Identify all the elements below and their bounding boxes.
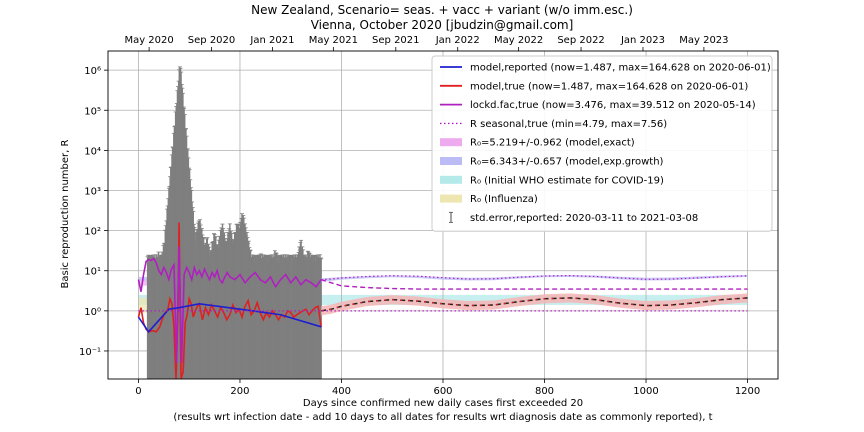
legend-label: R₀=6.343+/-0.657 (model,exp.growth) — [470, 157, 664, 168]
legend-swatch — [440, 157, 462, 165]
chart-title: New Zealand, Scenario= seas. + vacc + va… — [251, 3, 633, 17]
y-tick-label: 10⁻¹ — [79, 347, 101, 358]
top-tick-label: Jan 2023 — [620, 35, 665, 46]
top-tick-label: Jan 2021 — [249, 35, 294, 46]
legend-label: R₀ (Influenza) — [470, 194, 538, 205]
x-tick-label: 0 — [135, 386, 141, 397]
forecast-model-band — [321, 293, 748, 316]
series-model-true — [137, 222, 322, 379]
top-tick-label: Sep 2022 — [557, 35, 604, 46]
legend-swatch — [440, 138, 462, 147]
x-axis-label-line1: Days since confirmed new daily cases fir… — [303, 398, 583, 409]
legend-swatch — [440, 194, 462, 203]
y-tick-label: 10⁶ — [84, 66, 101, 77]
x-tick-label: 1000 — [633, 386, 658, 397]
y-tick-label: 10¹ — [84, 267, 101, 278]
y-tick-label: 10² — [84, 227, 101, 238]
forecast-r0-band — [321, 275, 748, 282]
legend-label: model,reported (now=1.487, max=164.628 o… — [470, 63, 771, 74]
x-tick-label: 200 — [230, 386, 249, 397]
top-tick-label: Jan 2022 — [435, 35, 480, 46]
y-axis-label: Basic reproduction number, R — [60, 139, 71, 288]
top-tick-label: May 2022 — [494, 35, 543, 46]
x-tick-label: 1200 — [735, 386, 760, 397]
legend-swatch — [440, 175, 462, 184]
y-tick-label: 10⁴ — [84, 146, 101, 157]
y-tick-label: 10⁵ — [84, 106, 101, 117]
forecast-model-true — [321, 297, 748, 312]
legend-label: R seasonal,true (min=4.79, max=7.56) — [470, 119, 667, 130]
top-date-axis: May 2020 Sep 2020 Jan 2021 May 2021 Sep 2021… — [124, 35, 729, 51]
legend-label: std.error,reported: 2020-03-11 to 2021-0… — [470, 213, 698, 224]
x-axis: 0 200 400 600 800 1000 1200 — [135, 379, 760, 397]
legend-label: R₀=5.219+/-0.962 (model,exact) — [470, 138, 635, 149]
series-model-reported — [137, 302, 322, 334]
y-axis: 10⁻¹ 10⁰ 10¹ 10² 10³ 10⁴ 10⁵ 10⁶ — [79, 66, 108, 358]
top-tick-label: Sep 2020 — [188, 35, 235, 46]
legend-label: model,true (now=1.487, max=164.628 on 20… — [470, 81, 748, 92]
x-tick-label: 400 — [332, 386, 351, 397]
y-tick-label: 10³ — [84, 186, 101, 197]
forecast-layer — [320, 274, 748, 316]
x-tick-label: 800 — [535, 386, 554, 397]
top-tick-label: May 2021 — [309, 35, 358, 46]
top-tick-label: May 2023 — [679, 35, 728, 46]
x-tick-label: 600 — [433, 386, 452, 397]
legend-box — [431, 55, 773, 232]
y-tick-label: 10⁰ — [84, 307, 101, 318]
legend-label: R₀ (Initial WHO estimate for COVID-19) — [470, 175, 664, 186]
legend: model,reported (now=1.487, max=164.628 o… — [431, 55, 773, 232]
x-axis-label-line2: (results wrt infection date - add 10 day… — [173, 412, 712, 423]
chart-subtitle: Vienna, October 2020 [jbudzin@gmail.com] — [311, 18, 574, 32]
series-lines — [137, 222, 748, 379]
legend-label: lockd.fac,true (now=3.476, max=39.512 on… — [470, 100, 756, 111]
top-tick-label: May 2020 — [124, 35, 173, 46]
series-lockd-fac-true — [137, 246, 322, 364]
top-tick-label: Sep 2021 — [372, 35, 419, 46]
